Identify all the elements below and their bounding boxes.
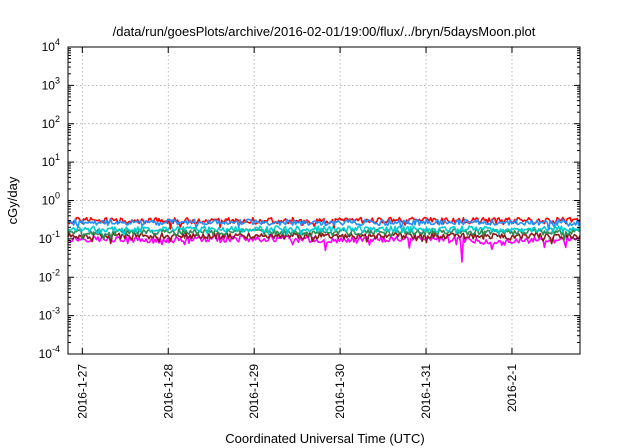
x-tick-label: 2016-2-1 [505, 364, 519, 412]
x-tick-label: 2016-1-30 [333, 364, 347, 419]
series-line [67, 218, 581, 231]
y-tick-label: 104 [42, 37, 60, 54]
y-axis-label: cGy/day [5, 176, 20, 224]
chart-title: /data/run/goesPlots/archive/2016-02-01/1… [113, 24, 536, 39]
y-tick-label: 10-2 [39, 267, 60, 284]
x-tick-label: 2016-1-27 [75, 364, 89, 419]
y-tick-label: 100 [42, 191, 60, 208]
y-tick-label: 103 [42, 75, 60, 92]
x-tick-label: 2016-1-29 [247, 364, 261, 419]
y-tick-label: 10-3 [39, 306, 60, 323]
y-tick-label: 10-1 [39, 229, 60, 246]
plot-series [67, 216, 581, 263]
x-axis-label: Coordinated Universal Time (UTC) [225, 431, 424, 446]
x-tick-label: 2016-1-31 [419, 364, 433, 419]
y-tick-label: 101 [42, 152, 60, 169]
series-line [67, 235, 581, 263]
y-tick-label: 102 [42, 114, 60, 131]
y-tick-label: 10-4 [39, 344, 60, 361]
axis-ticks: 10-4 10-3 10-2 10-1 100 101 102 103 104 2016-1-27… [39, 37, 580, 419]
series-line [67, 225, 581, 236]
x-tick-label: 2016-1-28 [161, 364, 175, 419]
grid-lines [68, 47, 580, 354]
series-line [67, 232, 581, 245]
